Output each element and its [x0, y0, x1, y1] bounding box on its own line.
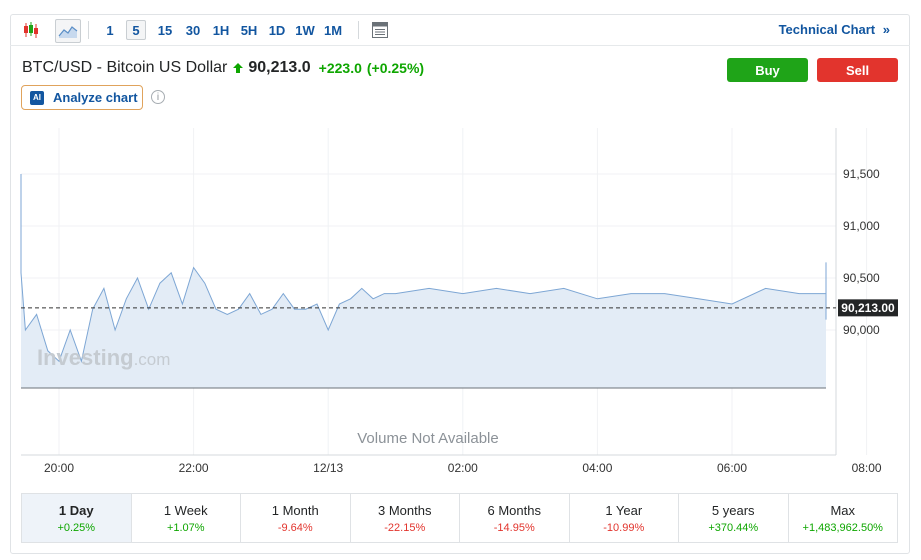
toolbar-divider [358, 21, 359, 39]
period-label: 5 years [711, 502, 755, 518]
period-change: +1.07% [166, 521, 205, 534]
x-tick-label: 20:00 [44, 461, 74, 475]
interval-5h[interactable]: 5H [240, 22, 258, 38]
y-tick-label: 91,500 [843, 167, 880, 181]
period-3-months[interactable]: 3 Months -22.15% [351, 494, 460, 542]
price-chart[interactable]: Investing.com Volume Not Available 91,50… [0, 0, 921, 490]
watermark-suffix: .com [134, 350, 171, 369]
period-change: -22.15% [384, 521, 426, 534]
interval-1h[interactable]: 1H [212, 22, 230, 38]
period-1-year[interactable]: 1 Year -10.99% [570, 494, 679, 542]
period-6-months[interactable]: 6 Months -14.95% [460, 494, 570, 542]
period-change: +1,483,962.50% [802, 521, 883, 534]
y-axis-ticks: 91,500 91,000 90,500 90,000 [843, 167, 880, 337]
period-change: +370.44% [708, 521, 759, 534]
period-label: Max [830, 502, 856, 518]
analyze-chart-label: Analyze chart [53, 90, 138, 105]
x-tick-label: 06:00 [717, 461, 747, 475]
period-label: 1 Day [58, 502, 94, 518]
interval-1m[interactable]: 1M [323, 22, 343, 38]
period-label: 6 Months [487, 502, 541, 518]
chart-toolbar: 1 5 15 30 1H 5H 1D 1W 1M Technical Chart… [10, 14, 910, 46]
price-change-percent: (+0.25%) [366, 60, 425, 76]
table-view-icon[interactable] [369, 19, 391, 41]
period-1-week[interactable]: 1 Week +1.07% [132, 494, 241, 542]
period-1-month[interactable]: 1 Month -9.64% [241, 494, 351, 542]
price-change: +223.0 [318, 60, 362, 76]
volume-not-available: Volume Not Available [357, 430, 498, 447]
y-tick-label: 90,000 [843, 323, 880, 337]
period-label: 3 Months [378, 502, 432, 518]
period-change: +0.25% [57, 521, 96, 534]
period-tabs: 1 Day +0.25% 1 Week +1.07% 1 Month -9.64… [21, 493, 898, 543]
current-price-label: 90,213.00 [841, 301, 895, 315]
interval-30[interactable]: 30 [185, 22, 201, 38]
y-tick-label: 91,000 [843, 219, 880, 233]
technical-chart-link[interactable]: Technical Chart » [779, 22, 890, 37]
x-axis-ticks: 20:0022:0012/1302:0004:0006:0008:0010:00… [44, 461, 882, 475]
interval-1[interactable]: 1 [106, 22, 114, 38]
period-change: -14.95% [493, 521, 535, 534]
technical-chart-label: Technical Chart [778, 22, 876, 37]
up-arrow-icon [233, 63, 244, 73]
x-tick-label: 04:00 [582, 461, 612, 475]
x-tick-label: 02:00 [448, 461, 478, 475]
period-change: -9.64% [277, 521, 313, 534]
page-title: BTC/USD - Bitcoin US Dollar [22, 59, 228, 76]
x-tick-label: 22:00 [179, 461, 209, 475]
price-area-fill [21, 174, 826, 388]
interval-1w[interactable]: 1W [295, 22, 315, 38]
x-tick-label: 12/13 [313, 461, 343, 475]
candlestick-icon[interactable] [20, 19, 42, 41]
watermark-main: Investing [37, 345, 134, 370]
toolbar-divider [88, 21, 89, 39]
analyze-chart-button[interactable]: AI Analyze chart [21, 85, 143, 110]
chart-widget-frame [10, 14, 910, 554]
instrument-header: BTC/USD - Bitcoin US Dollar 90,213.0 +22… [22, 58, 424, 78]
period-label: 1 Week [163, 502, 208, 518]
current-price-tag: 90,213.00 [838, 299, 898, 317]
period-label: 1 Year [605, 502, 643, 518]
ai-icon: AI [30, 90, 44, 105]
period-1-day[interactable]: 1 Day +0.25% [22, 494, 132, 542]
interval-1d[interactable]: 1D [268, 22, 286, 38]
chevron-double-right-icon: » [882, 22, 890, 37]
interval-15[interactable]: 15 [157, 22, 173, 38]
info-icon[interactable]: i [151, 90, 165, 104]
investing-watermark: Investing.com [37, 345, 170, 370]
period-max[interactable]: Max +1,483,962.50% [789, 494, 898, 542]
period-label: 1 Month [271, 502, 319, 518]
interval-5[interactable]: 5 [126, 20, 146, 40]
x-tick-label: 08:00 [852, 461, 882, 475]
buy-button[interactable]: Buy [727, 58, 808, 82]
last-price: 90,213.0 [248, 59, 311, 76]
period-change: -10.99% [603, 521, 645, 534]
y-tick-label: 90,500 [843, 271, 880, 285]
sell-button[interactable]: Sell [817, 58, 898, 82]
price-line [20, 174, 827, 364]
area-chart-icon[interactable] [55, 19, 81, 43]
period-5-years[interactable]: 5 years +370.44% [679, 494, 789, 542]
